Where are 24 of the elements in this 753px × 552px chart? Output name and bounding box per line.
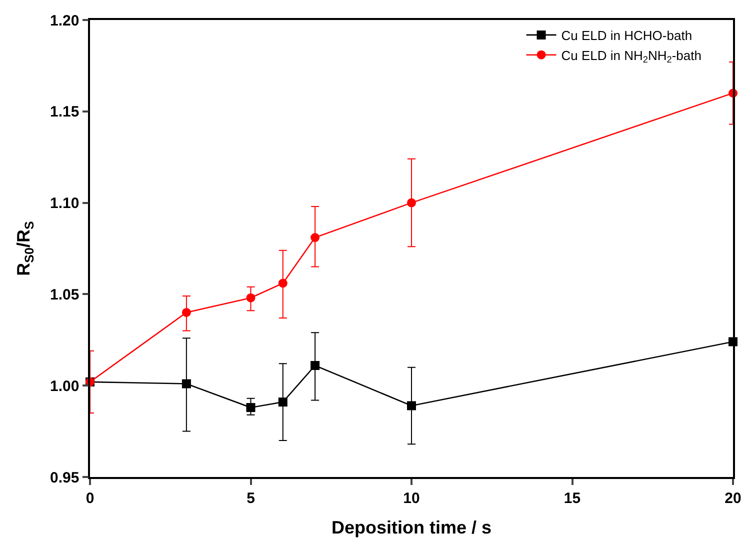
x-tick-label: 20 (724, 490, 742, 507)
point (310, 233, 320, 242)
legend-label: Cu ELD in NH$_{2}$NH$_{2}$-bath (561, 48, 702, 65)
point (407, 401, 416, 410)
point (407, 198, 416, 208)
y-tick-label: 1.00 (50, 378, 80, 395)
point (278, 278, 288, 288)
point (246, 293, 256, 302)
point (278, 398, 288, 407)
x-tick-label: 0 (86, 490, 94, 507)
x-tick-label: 15 (564, 490, 581, 507)
x-axis-title: Deposition time / s (331, 517, 492, 538)
x-tick-label: 5 (246, 490, 255, 507)
point (246, 403, 256, 412)
point (182, 308, 191, 317)
y-tick-label: 1.20 (50, 12, 80, 30)
legend-label: Cu ELD in HCHO-bath (561, 28, 692, 44)
point (182, 379, 191, 388)
y-tick-label: 1.15 (50, 104, 80, 121)
x-tick-label: 10 (403, 490, 420, 507)
y-tick-label: 1.05 (50, 286, 80, 304)
y-tick-label: 1.10 (50, 195, 80, 212)
y-tick-label: 0.95 (50, 469, 80, 486)
point (310, 360, 320, 370)
